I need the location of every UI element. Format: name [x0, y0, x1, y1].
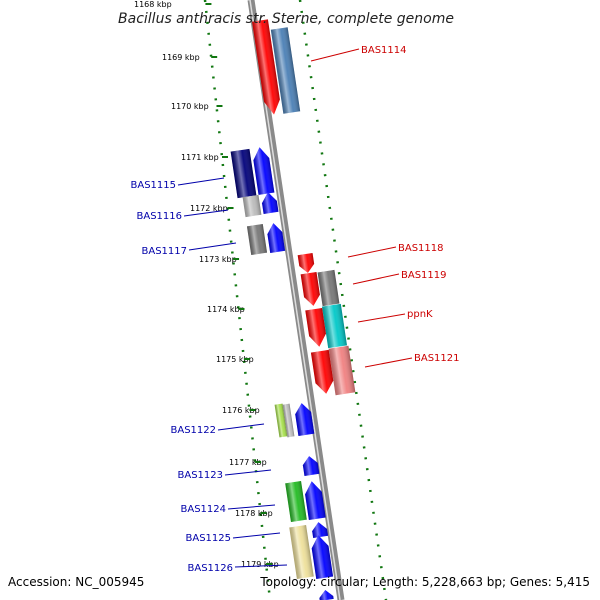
gene-feature-shading [310, 349, 334, 394]
kbp-label: 1170 kbp [171, 102, 209, 111]
label-leaders [177, 48, 413, 568]
gene-labels: BAS1114 BAS1115 BAS1116 BAS1117 BAS1118 BAS11… [131, 45, 460, 574]
gene-feature [300, 271, 320, 306]
gene-bas1117-leader [188, 242, 237, 251]
scale-ticks: 1168 kbp 1169 kbp 1170 kbp 1171 kbp 1172 kbp… [134, 0, 279, 569]
gene-feature-shading [302, 456, 320, 477]
gene-feature [295, 403, 315, 437]
gene-bas1123-leader [224, 469, 272, 476]
gene-feature [305, 481, 326, 521]
gene-feature-shading [305, 307, 326, 347]
kbp-label: 1168 kbp [134, 0, 172, 9]
gene-feature-shading [322, 303, 347, 349]
gene-bas1122-leader [217, 423, 265, 431]
gene-bas1122-label: BAS1122 [171, 425, 217, 436]
gene-feature [317, 269, 340, 307]
gene-feature-shading [253, 147, 275, 195]
gene-feature [282, 403, 295, 438]
gene-feature [302, 456, 320, 477]
kbp-label: 1171 kbp [181, 153, 219, 162]
accession-label: Accession: NC_005945 [8, 575, 144, 589]
gene-bas1119-label: BAS1119 [401, 270, 447, 281]
gene-feature-shading [319, 590, 334, 600]
gene-features [230, 19, 356, 600]
gene-bas1119-leader [352, 273, 400, 285]
kbp-label: 1177 kbp [229, 458, 267, 467]
gene-feature [274, 403, 288, 438]
gene-feature-shading [270, 27, 301, 114]
gene-feature-shading [285, 481, 307, 522]
gene-ppnk-leader [357, 313, 406, 323]
kbp-label: 1169 kbp [162, 53, 200, 62]
gene-feature-shading [252, 19, 280, 115]
map-title: Bacillus anthracis str. Sterne, complete… [118, 11, 454, 27]
gene-bas1124-leader [227, 504, 276, 510]
gene-feature [311, 535, 334, 580]
gene-feature [312, 522, 329, 539]
gene-bas1118-label: BAS1118 [398, 243, 444, 254]
gene-feature [319, 590, 334, 600]
gene-bas1125-leader [232, 532, 281, 539]
gene-feature-shading [305, 481, 326, 521]
gene-feature [322, 303, 347, 349]
gene-feature-shading [282, 403, 295, 438]
gene-feature-shading [267, 223, 286, 253]
gene-feature-shading [230, 148, 257, 199]
gene-feature [267, 223, 286, 253]
gene-feature [242, 194, 262, 218]
gene-bas1116-label: BAS1116 [137, 211, 183, 222]
gene-feature [230, 148, 257, 199]
kbp-label: 1172 kbp [190, 204, 228, 213]
gene-bas1121-leader [364, 357, 413, 368]
gene-feature-shading [246, 223, 268, 256]
gene-feature [285, 481, 307, 522]
gene-feature [310, 349, 334, 394]
gene-feature-shading [312, 522, 329, 539]
gene-bas1124-label: BAS1124 [181, 504, 227, 515]
gene-bas1116-leader [183, 209, 229, 217]
kbp-label: 1176 kbp [222, 406, 260, 415]
gene-feature-shading [297, 252, 315, 273]
gene-feature [289, 525, 314, 579]
scale-dots-left [203, 0, 272, 600]
gene-bas1123-label: BAS1123 [178, 470, 224, 481]
topology-summary: Topology: circular; Length: 5,228,663 bp… [259, 575, 590, 589]
gene-feature-shading [328, 345, 356, 396]
gene-bas1114-label: BAS1114 [361, 45, 407, 56]
kbp-label: 1173 kbp [199, 255, 237, 264]
gene-bas1125-label: BAS1125 [186, 533, 232, 544]
gene-bas1126-label: BAS1126 [188, 563, 234, 574]
gene-bas1115-leader [177, 177, 225, 186]
kbp-label: 1175 kbp [216, 355, 254, 364]
gene-feature [253, 147, 275, 195]
kbp-label: 1174 kbp [207, 305, 245, 314]
gene-bas1114-leader [310, 48, 360, 62]
kbp-label: 1179 kbp [241, 560, 279, 569]
kbp-label: 1178 kbp [235, 509, 273, 518]
gene-feature [305, 307, 326, 347]
gene-bas1115-label: BAS1115 [131, 180, 177, 191]
gene-feature-shading [317, 269, 340, 307]
gene-bas1117-label: BAS1117 [142, 246, 188, 257]
gene-bas1126-leader [234, 564, 288, 568]
gene-feature [252, 19, 280, 115]
gene-feature-shading [300, 271, 320, 306]
gene-feature-shading [311, 535, 334, 580]
gene-feature [270, 27, 301, 114]
gene-feature [328, 345, 356, 396]
gene-feature-shading [262, 192, 279, 214]
gene-feature [297, 252, 315, 273]
gene-ppnk-label: ppnK [407, 309, 433, 320]
gene-feature [262, 192, 279, 214]
gene-feature-shading [289, 525, 314, 579]
gene-feature [246, 223, 268, 256]
gene-feature-shading [242, 194, 262, 218]
gene-bas1121-label: BAS1121 [414, 353, 460, 364]
gene-feature-shading [295, 403, 315, 437]
scale-dots [203, 0, 388, 600]
gene-bas1118-leader [347, 246, 397, 258]
gene-feature-shading [274, 403, 288, 438]
